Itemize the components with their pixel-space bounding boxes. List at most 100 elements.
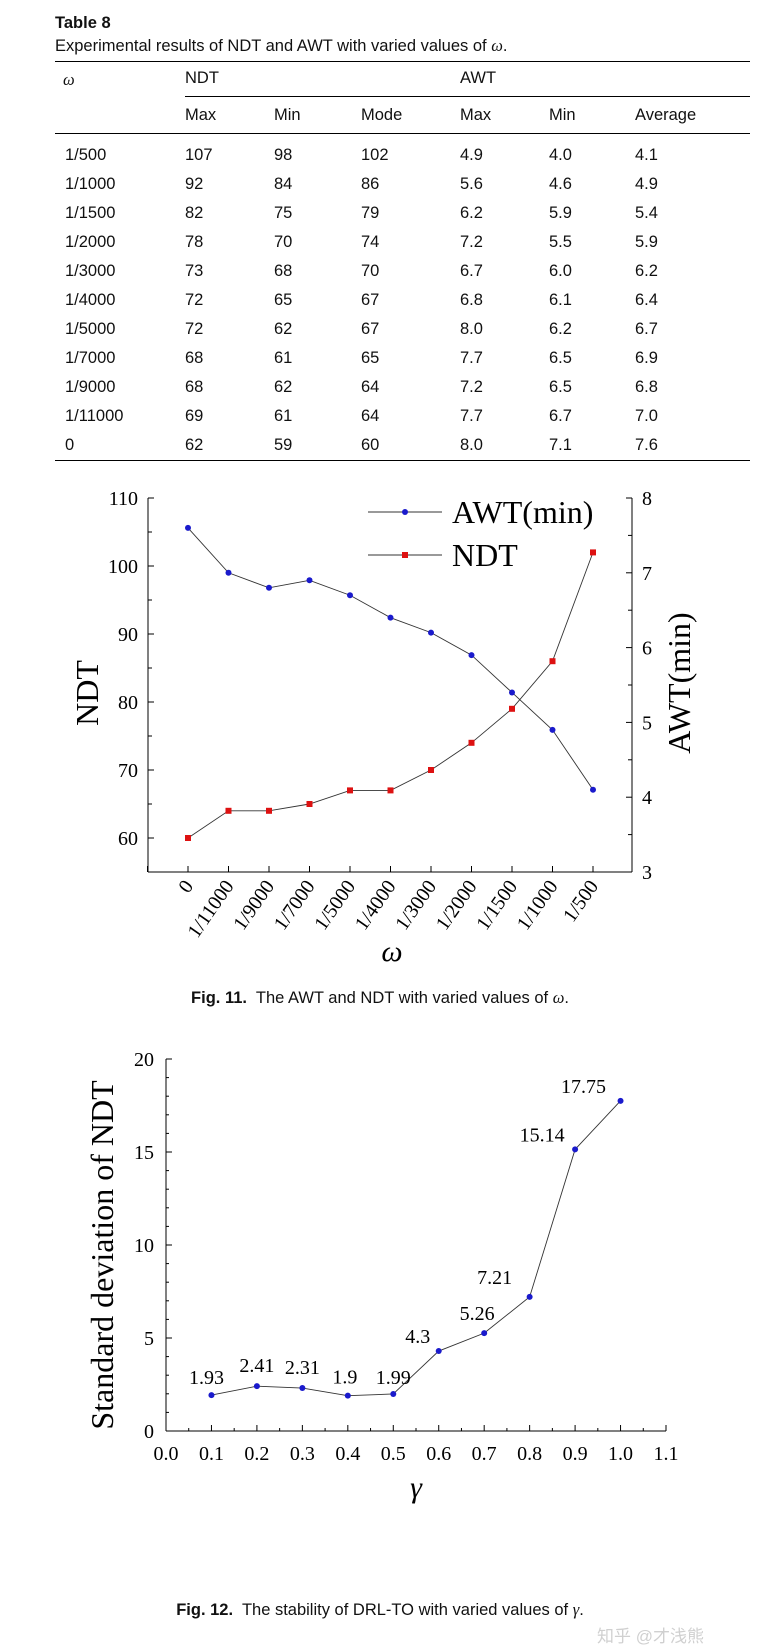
table-cell: 1/5000 — [65, 320, 116, 338]
awt-point — [468, 652, 475, 659]
fig11-caption: Fig. 11. The AWT and NDT with varied val… — [191, 988, 569, 1007]
table-cell: 102 — [361, 146, 389, 164]
table-cell: 6.2 — [635, 262, 658, 280]
table-cell: 7.2 — [460, 233, 483, 251]
fig12-caption: Fig. 12. The stability of DRL-TO with va… — [176, 1600, 584, 1619]
subheader-cell: Min — [549, 97, 635, 134]
x-tick-label: 0.1 — [199, 1443, 224, 1465]
table-cell: 7.7 — [460, 407, 483, 425]
table-body: 1/500 107 98 102 4.9 4.0 4.1 1/1000 92 84 86 5.6 4.6… — [55, 134, 750, 461]
awt-point — [185, 524, 191, 531]
ndt-point — [225, 807, 232, 814]
ndt-point — [185, 835, 191, 841]
table-caption-text: Experimental results of NDT and AWT with… — [55, 37, 492, 55]
table-cell: 7.7 — [460, 349, 483, 367]
table-cell: 1/1500 — [65, 204, 116, 222]
y-tick-label: 5 — [144, 1328, 154, 1350]
x-tick-label: 1/5000 — [310, 876, 360, 934]
stddev-point — [299, 1385, 306, 1392]
table-cell: 6.7 — [549, 407, 572, 425]
table-cell: 65 — [361, 349, 380, 367]
legend-ndt-label: NDT — [452, 537, 518, 573]
table-cell: 73 — [185, 262, 204, 280]
subheader-cell: Max — [185, 97, 274, 134]
table-cell: 6.5 — [549, 378, 572, 396]
stddev-series-line — [211, 1100, 621, 1397]
ndt-point — [428, 767, 434, 773]
data-label: 1.93 — [189, 1367, 224, 1389]
x-tick-label: 0.4 — [335, 1443, 360, 1465]
table-cell: 1/500 — [65, 146, 107, 164]
data-label: 1.99 — [376, 1367, 411, 1389]
right-tick-label: 7 — [642, 563, 652, 585]
fig11-marks — [185, 524, 596, 841]
table-cell: 62 — [274, 378, 293, 396]
stddev-point — [390, 1390, 397, 1397]
x-tick-label: 1/9000 — [229, 876, 279, 934]
data-label: 7.21 — [477, 1267, 512, 1289]
x-tick-label: 0.8 — [517, 1443, 542, 1465]
subheader-cell: Mode — [361, 97, 460, 134]
table-cell: 7.1 — [549, 431, 635, 461]
right-tick-label: 5 — [642, 712, 652, 734]
table-cell: 8.0 — [460, 431, 549, 461]
table-cell: 64 — [361, 407, 380, 425]
x-tick-label: 0.0 — [154, 1443, 179, 1465]
table-cell: 6.5 — [549, 349, 572, 367]
table-cell: 6.1 — [549, 291, 572, 309]
table-cell: 0 — [55, 431, 185, 461]
table-row: 1/2000 78 70 74 7.2 5.5 5.9 — [55, 228, 750, 257]
left-tick-label: 90 — [118, 624, 138, 646]
table-cell: 5.9 — [635, 233, 658, 251]
x-axis-title: γ — [410, 1471, 423, 1504]
table-title: Table 8 — [55, 14, 111, 32]
table-row: 1/11000 69 61 64 7.7 6.7 7.0 — [55, 402, 750, 431]
table-cell: 1/1000 — [65, 175, 116, 193]
right-tick-label: 3 — [642, 862, 652, 884]
legend-ndt-marker — [402, 552, 408, 558]
data-label: 1.9 — [332, 1367, 357, 1389]
table-cell: 1/7000 — [65, 349, 116, 367]
subheader-cell: Max — [460, 97, 549, 134]
data-label: 4.3 — [405, 1326, 430, 1348]
table-cell: 6.7 — [635, 320, 658, 338]
table-cell: 6.0 — [549, 262, 572, 280]
fig12-caption-text: The stability of DRL-TO with varied valu… — [241, 1601, 573, 1619]
table-cell: 72 — [185, 291, 204, 309]
awt-point — [347, 592, 353, 599]
fig12-caption-symbol: γ — [572, 1600, 580, 1619]
awt-point — [549, 726, 556, 733]
ndt-point — [509, 705, 515, 712]
y-axis-title: NDT — [69, 660, 105, 726]
table-cell: 1/11000 — [65, 407, 124, 425]
table-cell: 62 — [274, 320, 293, 338]
table-caption: Experimental results of NDT and AWT with… — [55, 36, 508, 55]
x-axis-title: ω — [381, 935, 402, 968]
table-cell: 4.6 — [549, 175, 572, 193]
fig11-caption-text: The AWT and NDT with varied values of — [255, 989, 553, 1007]
x-tick-label: 0.5 — [381, 1443, 406, 1465]
stddev-point — [526, 1293, 533, 1300]
awt-point — [428, 629, 434, 636]
table-cell: 68 — [185, 378, 204, 396]
awt-point — [225, 569, 232, 576]
table-row: 0 62 59 60 8.0 7.1 7.6 — [55, 431, 750, 461]
omega-header: ω — [55, 61, 185, 98]
table-row: 1/1000 92 84 86 5.6 4.6 4.9 — [55, 170, 750, 199]
ndt-point — [549, 658, 556, 665]
right-tick-label: 6 — [642, 638, 652, 660]
table-cell: 68 — [274, 262, 293, 280]
ndt-point — [387, 787, 394, 794]
table-cell: 64 — [361, 378, 380, 396]
ndt-point — [468, 739, 475, 746]
table-cell: 61 — [274, 349, 293, 367]
table-cell: 1/2000 — [65, 233, 116, 251]
fig12-caption-label: Fig. 12. — [176, 1601, 234, 1619]
table-cell: 6.2 — [549, 320, 572, 338]
y-tick-label: 20 — [134, 1049, 154, 1071]
x-tick-label: 0.7 — [472, 1443, 497, 1465]
fig12-marks: 1.93 2.41 2.31 1.9 1.99 4.3 5.26 7.21 15.14 17.75 — [189, 1076, 624, 1399]
x-tick-label: 1.0 — [608, 1443, 633, 1465]
table-cell: 6.8 — [635, 378, 658, 396]
fig11-caption-label: Fig. 11. — [191, 989, 247, 1007]
